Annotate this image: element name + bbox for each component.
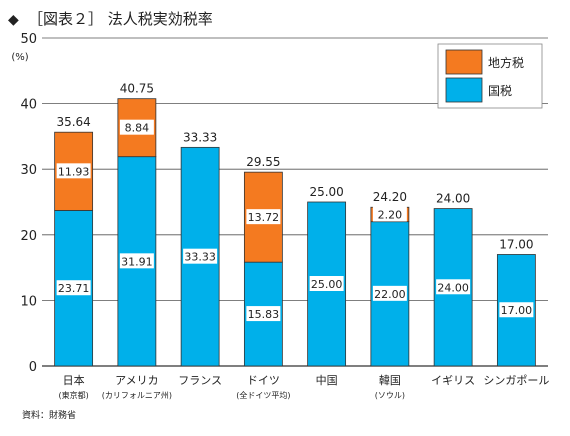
data-label-total: 33.33 xyxy=(183,130,217,144)
data-label-total: 40.75 xyxy=(120,82,154,96)
y-tick-label: 50 xyxy=(20,32,37,47)
x-tick-label: フランス xyxy=(178,374,222,387)
y-tick-label: 40 xyxy=(20,98,37,113)
legend-swatch-national xyxy=(445,77,483,103)
data-label-box xyxy=(56,163,91,179)
y-axis-ticks: 0 10 20 30 40 50 xyxy=(20,32,37,375)
x-tick-label: イギリス xyxy=(431,374,475,387)
x-axis-categories: 日本 (東京都) アメリカ (カリフォルニア州) フランス ドイツ (全ドイツ平均) 中国 韓国… xyxy=(59,373,550,400)
data-label-local: 13.72 xyxy=(248,211,280,224)
data-label-box xyxy=(56,280,91,296)
title-marker: ◆ xyxy=(8,12,19,28)
data-label-total: 17.00 xyxy=(499,237,533,251)
data-label-national: 23.71 xyxy=(58,282,90,295)
data-label-national: 25.00 xyxy=(311,278,343,291)
x-tick-sublabel: (全ドイツ平均) xyxy=(236,390,290,400)
data-label-local: 2.20 xyxy=(378,208,403,221)
bars xyxy=(54,98,536,367)
y-tick-label: 20 xyxy=(20,229,37,244)
chart-title: ◆ ［図表２］ 法人税実効税率 xyxy=(8,10,213,28)
x-tick-label: シンガポール xyxy=(483,374,549,387)
data-label-box xyxy=(499,302,534,318)
y-unit-label: (%) xyxy=(11,52,28,63)
x-tick-label: 韓国 xyxy=(379,374,401,387)
data-label-total: 35.64 xyxy=(56,115,90,129)
x-tick-sublabel: (カリフォルニア州) xyxy=(102,391,172,400)
legend-label-national: 国税 xyxy=(488,84,512,98)
data-label-box xyxy=(372,285,407,301)
data-label-national: 31.91 xyxy=(121,255,153,268)
data-label-total: 24.00 xyxy=(436,192,470,206)
data-label-box xyxy=(246,209,281,225)
data-label-total: 29.55 xyxy=(246,155,280,169)
data-label-national: 24.00 xyxy=(437,281,469,294)
y-tick-label: 0 xyxy=(29,360,37,375)
data-label-national: 22.00 xyxy=(374,288,406,301)
legend-label-local: 地方税 xyxy=(488,55,524,70)
x-tick-sublabel: (ソウル) xyxy=(375,391,405,400)
x-tick-label: 中国 xyxy=(316,374,338,387)
data-labels: 23.71 11.93 35.64 31.91 8.84 40.75 33.33 33.33 1… xyxy=(56,82,534,322)
x-tick-sublabel: (東京都) xyxy=(59,390,89,400)
data-label-box xyxy=(436,279,471,295)
data-label-national: 15.83 xyxy=(248,308,280,321)
data-label-box xyxy=(309,276,344,291)
data-label-box xyxy=(119,253,154,269)
data-label-local: 8.84 xyxy=(125,122,150,135)
data-label-national: 17.00 xyxy=(501,304,533,317)
data-label-national: 33.33 xyxy=(184,251,216,264)
y-tick-label: 10 xyxy=(20,294,37,309)
data-label-box xyxy=(246,306,281,322)
data-label-total: 25.00 xyxy=(309,185,343,199)
x-tick-label: アメリカ xyxy=(115,374,158,387)
data-label-total: 24.20 xyxy=(373,190,407,204)
x-tick-label: ドイツ xyxy=(247,374,280,387)
data-label-box xyxy=(119,119,154,135)
chart-title-text: ［図表２］ 法人税実効税率 xyxy=(28,10,213,28)
y-tick-label: 30 xyxy=(20,163,37,178)
source-note: 資料：財務省 xyxy=(22,409,76,421)
data-label-box xyxy=(372,206,407,222)
x-tick-label: 日本 xyxy=(63,373,85,387)
data-label-box xyxy=(183,248,218,264)
legend-swatch-local xyxy=(445,49,483,75)
data-label-local: 11.93 xyxy=(58,165,90,178)
